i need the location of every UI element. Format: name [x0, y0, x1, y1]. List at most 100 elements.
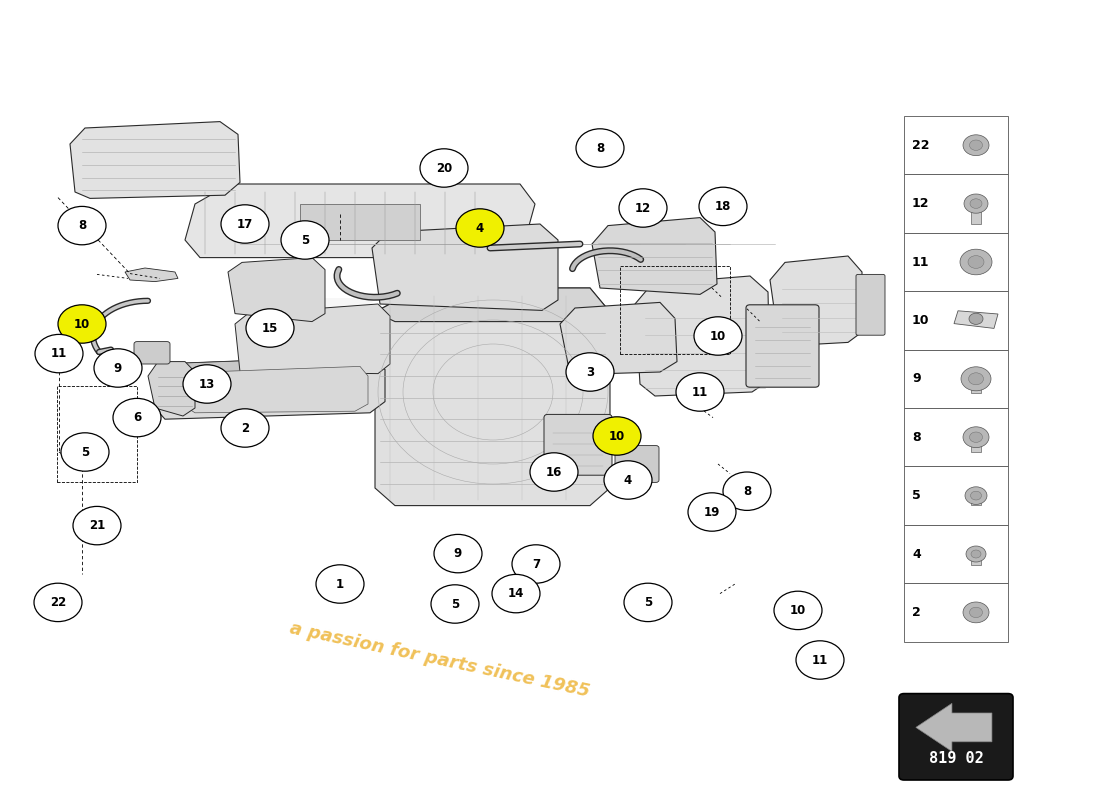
Circle shape	[964, 194, 988, 213]
Circle shape	[962, 427, 989, 447]
Circle shape	[221, 205, 270, 243]
Bar	[971, 495, 981, 506]
Circle shape	[962, 602, 989, 622]
Circle shape	[593, 417, 641, 455]
Polygon shape	[125, 268, 178, 282]
Circle shape	[796, 641, 844, 679]
Text: 10: 10	[912, 314, 930, 327]
Bar	[904, 525, 1008, 583]
Text: 12: 12	[635, 202, 651, 214]
Text: 5: 5	[301, 234, 309, 246]
Circle shape	[280, 221, 329, 259]
Circle shape	[60, 433, 109, 471]
Text: 4: 4	[624, 474, 632, 486]
Circle shape	[58, 305, 106, 343]
FancyBboxPatch shape	[856, 274, 886, 335]
Text: 21: 21	[89, 519, 106, 532]
Polygon shape	[235, 304, 390, 374]
Text: 11: 11	[812, 654, 828, 666]
Bar	[904, 408, 1008, 466]
Text: 22: 22	[912, 138, 930, 152]
Polygon shape	[560, 302, 676, 374]
Circle shape	[566, 353, 614, 391]
Circle shape	[966, 546, 986, 562]
Circle shape	[968, 373, 983, 385]
Text: 8: 8	[912, 430, 921, 444]
Bar	[904, 174, 1008, 233]
Polygon shape	[182, 366, 368, 413]
Polygon shape	[185, 184, 535, 258]
FancyBboxPatch shape	[746, 305, 820, 387]
Text: 15: 15	[262, 322, 278, 334]
Circle shape	[246, 309, 294, 347]
Circle shape	[73, 506, 121, 545]
Text: 7: 7	[532, 558, 540, 570]
Text: 9: 9	[912, 372, 921, 386]
Text: 819 02: 819 02	[928, 751, 983, 766]
Bar	[904, 233, 1008, 291]
Circle shape	[434, 534, 482, 573]
Circle shape	[969, 313, 983, 325]
Circle shape	[316, 565, 364, 603]
Text: 10: 10	[710, 330, 726, 342]
Circle shape	[688, 493, 736, 531]
Polygon shape	[635, 276, 770, 396]
Text: 4: 4	[476, 222, 484, 234]
Text: 8: 8	[78, 219, 86, 232]
Text: 5: 5	[644, 596, 652, 609]
Text: 20: 20	[436, 162, 452, 174]
Bar	[904, 466, 1008, 525]
Text: 18: 18	[715, 200, 732, 213]
Circle shape	[34, 583, 82, 622]
Text: 11: 11	[912, 255, 930, 269]
Bar	[904, 350, 1008, 408]
Circle shape	[604, 461, 652, 499]
Text: 1: 1	[336, 578, 344, 590]
Circle shape	[970, 198, 982, 208]
Circle shape	[698, 187, 747, 226]
FancyBboxPatch shape	[134, 342, 170, 364]
Text: 14: 14	[508, 587, 525, 600]
Text: 10: 10	[74, 318, 90, 330]
Bar	[904, 583, 1008, 642]
Bar	[620, 266, 730, 354]
Text: 16: 16	[546, 466, 562, 478]
Text: 8: 8	[742, 485, 751, 498]
FancyBboxPatch shape	[615, 446, 659, 482]
Circle shape	[530, 453, 578, 491]
Polygon shape	[150, 356, 385, 419]
Circle shape	[420, 149, 468, 187]
Polygon shape	[770, 256, 862, 346]
Circle shape	[676, 373, 724, 411]
Circle shape	[576, 129, 624, 167]
Circle shape	[774, 591, 822, 630]
Circle shape	[512, 545, 560, 583]
Circle shape	[183, 365, 231, 403]
Circle shape	[965, 486, 987, 504]
Circle shape	[35, 334, 82, 373]
Bar	[904, 291, 1008, 350]
Text: 8: 8	[596, 142, 604, 154]
Circle shape	[492, 574, 540, 613]
Circle shape	[968, 256, 984, 268]
Circle shape	[221, 409, 270, 447]
Circle shape	[94, 349, 142, 387]
Text: 2: 2	[241, 422, 249, 434]
Polygon shape	[954, 310, 998, 328]
Text: 5: 5	[81, 446, 89, 458]
Polygon shape	[228, 258, 324, 322]
Polygon shape	[592, 218, 717, 294]
Bar	[971, 203, 981, 224]
Bar	[300, 204, 420, 240]
Circle shape	[971, 550, 981, 558]
Circle shape	[723, 472, 771, 510]
Bar	[971, 613, 981, 621]
Text: 10: 10	[790, 604, 806, 617]
Polygon shape	[70, 122, 240, 198]
Text: 22: 22	[50, 596, 66, 609]
Circle shape	[970, 491, 981, 500]
Polygon shape	[148, 362, 195, 416]
Bar	[971, 262, 981, 270]
Circle shape	[961, 366, 991, 391]
Bar	[971, 146, 981, 152]
